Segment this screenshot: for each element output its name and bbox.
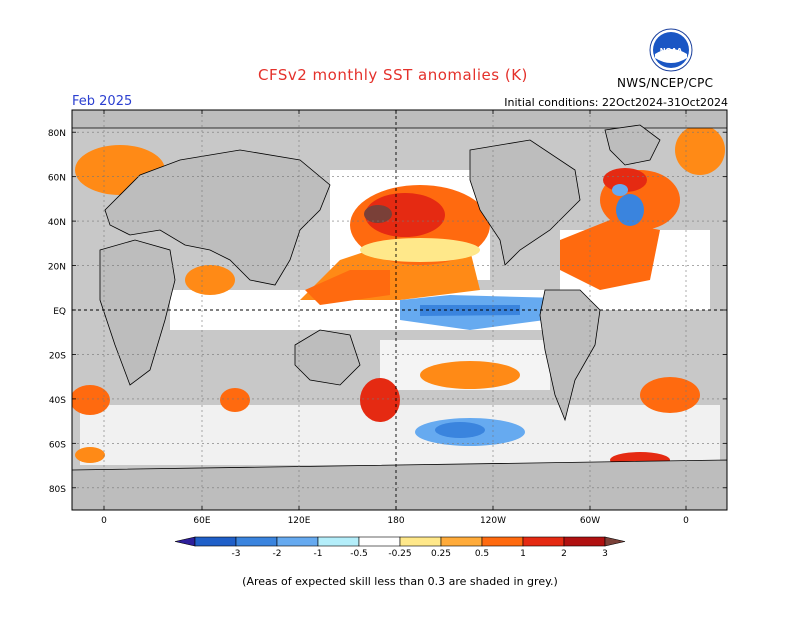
noaa-logo-text: NOAA — [660, 47, 683, 55]
north-pacific-weak-warm — [360, 238, 480, 262]
lat-label: 40S — [49, 396, 66, 406]
south-indian-warm — [220, 388, 250, 412]
colorbar-label: -0.25 — [388, 549, 411, 559]
north-atlantic-cold-spot — [612, 184, 628, 196]
colorbar-label: 3 — [602, 549, 608, 559]
antarctica — [72, 459, 727, 510]
greenland — [604, 124, 661, 166]
continents — [72, 110, 727, 510]
lat-label: EQ — [53, 307, 66, 317]
africa — [99, 239, 176, 386]
south-atlantic-warm-west — [72, 385, 110, 415]
colorbar-box — [276, 536, 319, 547]
south-pacific-warm — [420, 361, 520, 389]
lon-label: 120W — [480, 516, 506, 526]
lat-label: 80N — [48, 129, 66, 139]
noaa-logo: NOAA — [649, 28, 693, 72]
north-america — [469, 139, 581, 266]
lat-label: 40N — [48, 218, 66, 228]
agency-label: NWS/NCEP/CPC — [617, 76, 714, 90]
colorbar-label: 2 — [561, 549, 567, 559]
colorbar-labels: -3 -2 -1 -0.5 -0.25 0.25 0.5 1 2 3 — [232, 549, 608, 559]
southern-warm-west — [75, 447, 105, 463]
lat-label: 20N — [48, 263, 66, 273]
west-pacific-warm — [305, 270, 390, 305]
equatorial-pacific-cold-core — [420, 305, 520, 316]
lon-label: 0 — [683, 516, 689, 526]
australia — [294, 329, 361, 386]
colorbar-box — [235, 536, 278, 547]
latitude-labels: 80N 60N 40N 20N EQ 20S 40S 60S 80S — [48, 129, 66, 495]
axis-ticks — [72, 110, 727, 510]
lat-label: 20S — [49, 351, 66, 361]
lon-label: 60E — [193, 516, 210, 526]
colorbar-boxes — [174, 536, 626, 547]
north-pacific-max — [364, 205, 392, 223]
norwegian-sea-warm — [675, 125, 725, 175]
lat-label: 60N — [48, 174, 66, 184]
map-field — [72, 110, 727, 510]
colorbar-box — [399, 536, 442, 547]
eurasia — [104, 149, 331, 286]
south-atlantic-warm-east — [640, 377, 700, 413]
colorbar-label: -3 — [232, 549, 241, 559]
lat-label: 60S — [49, 440, 66, 450]
indian-ocean-warm — [185, 265, 235, 295]
longitude-labels: 0 60E 120E 180 120W 60W 0 — [101, 516, 689, 526]
valid-month: Feb 2025 — [72, 94, 133, 109]
colorbar-box — [440, 536, 483, 547]
north-atlantic-hot — [603, 168, 647, 192]
southern-pacific-cold-core — [435, 422, 485, 438]
lat-label: 80S — [49, 485, 66, 495]
colorbar-box — [317, 536, 360, 547]
colorbar-label: -0.5 — [350, 549, 368, 559]
southern-ocean-neutral — [80, 405, 720, 465]
sst-anomaly-map: 80N 60N 40N 20N EQ 20S 40S 60S 80S 0 60E 120E 180 12… — [48, 109, 728, 526]
colorbar-label: 0.5 — [475, 549, 489, 559]
footnote: (Areas of expected skill less than 0.3 a… — [242, 575, 558, 588]
colorbar-box — [481, 536, 524, 547]
lon-label: 60W — [580, 516, 600, 526]
tasman-sea-hot — [360, 378, 400, 422]
colorbar-label: -1 — [314, 549, 323, 559]
colorbar-arrow-high — [604, 536, 626, 547]
colorbar: -3 -2 -1 -0.5 -0.25 0.25 0.5 1 2 3 — [174, 536, 626, 559]
initial-conditions: Initial conditions: 22Oct2024-31Oct2024 — [504, 96, 728, 109]
colorbar-box — [194, 536, 237, 547]
colorbar-label: -2 — [273, 549, 282, 559]
colorbar-box — [563, 536, 606, 547]
lon-label: 0 — [101, 516, 107, 526]
map-title: CFSv2 monthly SST anomalies (K) — [258, 66, 528, 84]
colorbar-label: 1 — [520, 549, 526, 559]
north-atlantic-cold — [616, 194, 644, 226]
colorbar-arrow-low — [174, 536, 196, 547]
atlantic-warm — [560, 220, 660, 290]
colorbar-box — [522, 536, 565, 547]
north-pacific-hot — [365, 193, 445, 237]
colorbar-label: 0.25 — [431, 549, 451, 559]
arctic-land — [72, 110, 727, 129]
colorbar-box — [358, 536, 401, 547]
lon-label: 120E — [288, 516, 311, 526]
lon-label: 180 — [387, 516, 404, 526]
